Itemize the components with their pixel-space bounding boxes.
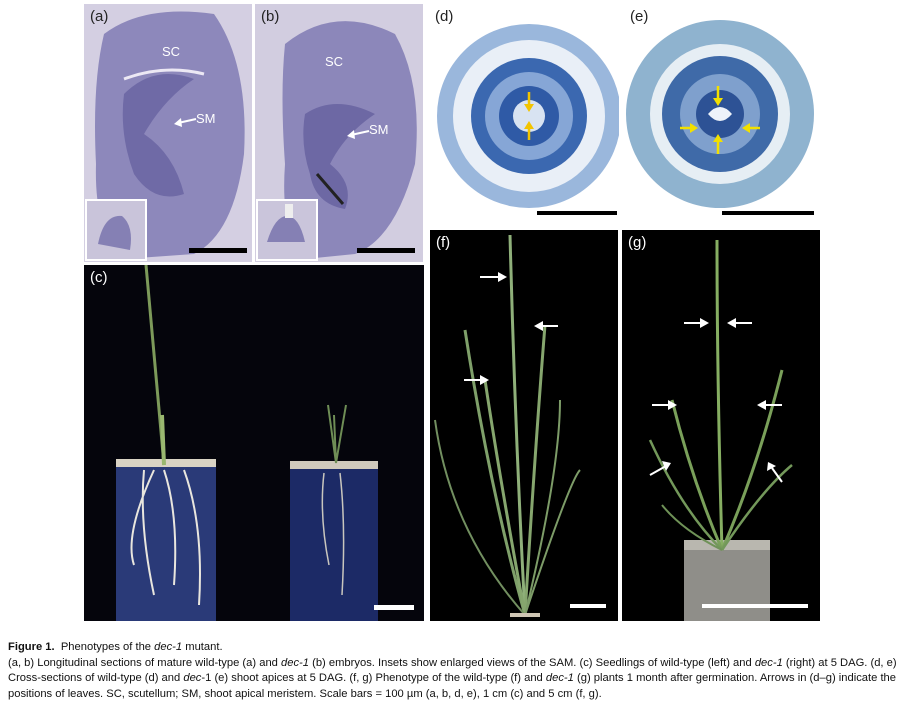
panel-c: (c): [84, 265, 424, 621]
panel-g-label: (g): [628, 234, 647, 251]
caption-segment: (g) plants 1 month after germination. Ar…: [8, 672, 897, 700]
panel-d-label: (d): [435, 8, 454, 25]
caption-body: (a, b) Longitudinal sections of mature w…: [8, 657, 897, 700]
caption-title-italic: dec-1: [154, 641, 183, 653]
caption-segment: dec-1: [545, 672, 574, 684]
panel-a-label: (a): [90, 8, 109, 25]
panel-e-label: (e): [630, 8, 649, 25]
panel-a: (a) SC SM: [84, 4, 252, 262]
panel-b-arrow-icon: [347, 130, 370, 139]
figure-label: Figure 1.: [8, 641, 55, 653]
caption-segment: dec-1: [281, 656, 309, 669]
panel-b-image: [255, 4, 423, 262]
caption-segment: -1 (e) shoot apices at 5 DAG. (f, g) Phe…: [201, 672, 546, 684]
caption-segment: dec: [183, 672, 202, 684]
panel-b-sm-label: SM: [369, 122, 389, 137]
panel-b-label: (b): [261, 8, 280, 25]
caption-title-pre: Phenotypes of the: [60, 641, 155, 653]
panel-a-arrow-icon: [174, 118, 197, 127]
panel-g: (g): [622, 230, 820, 621]
panel-f-image: [434, 234, 606, 617]
panel-c-image: [116, 265, 414, 621]
panel-g-image: [648, 239, 808, 621]
panel-f-label: (f): [436, 234, 451, 251]
caption-segment: (right) at 5 DAG. (d, e) Cross-sections …: [8, 656, 897, 685]
panel-b-sc-label: SC: [325, 54, 344, 69]
caption-heading: Figure 1. Phenotypes of the dec-1 mutant…: [8, 640, 901, 656]
caption-segment: (a, b) Longitudinal sections of mature w…: [8, 656, 281, 669]
figure-caption: Figure 1. Phenotypes of the dec-1 mutant…: [8, 640, 901, 702]
panel-e: (e): [624, 4, 820, 226]
panel-d: (d): [429, 4, 619, 226]
panel-f: (f): [430, 230, 618, 621]
panel-b: (b) SC SM: [255, 4, 423, 262]
panel-c-label: (c): [90, 269, 108, 286]
panel-e-image: [626, 20, 814, 215]
caption-title-post: mutant.: [182, 641, 223, 653]
caption-segment: (b) embryos. Insets show enlarged views …: [309, 656, 755, 669]
panel-a-sc-label: SC: [162, 44, 181, 59]
panel-a-image: [84, 4, 252, 262]
panel-d-image: [437, 24, 619, 215]
caption-segment: dec-1: [754, 656, 783, 669]
panel-a-sm-label: SM: [196, 111, 216, 126]
